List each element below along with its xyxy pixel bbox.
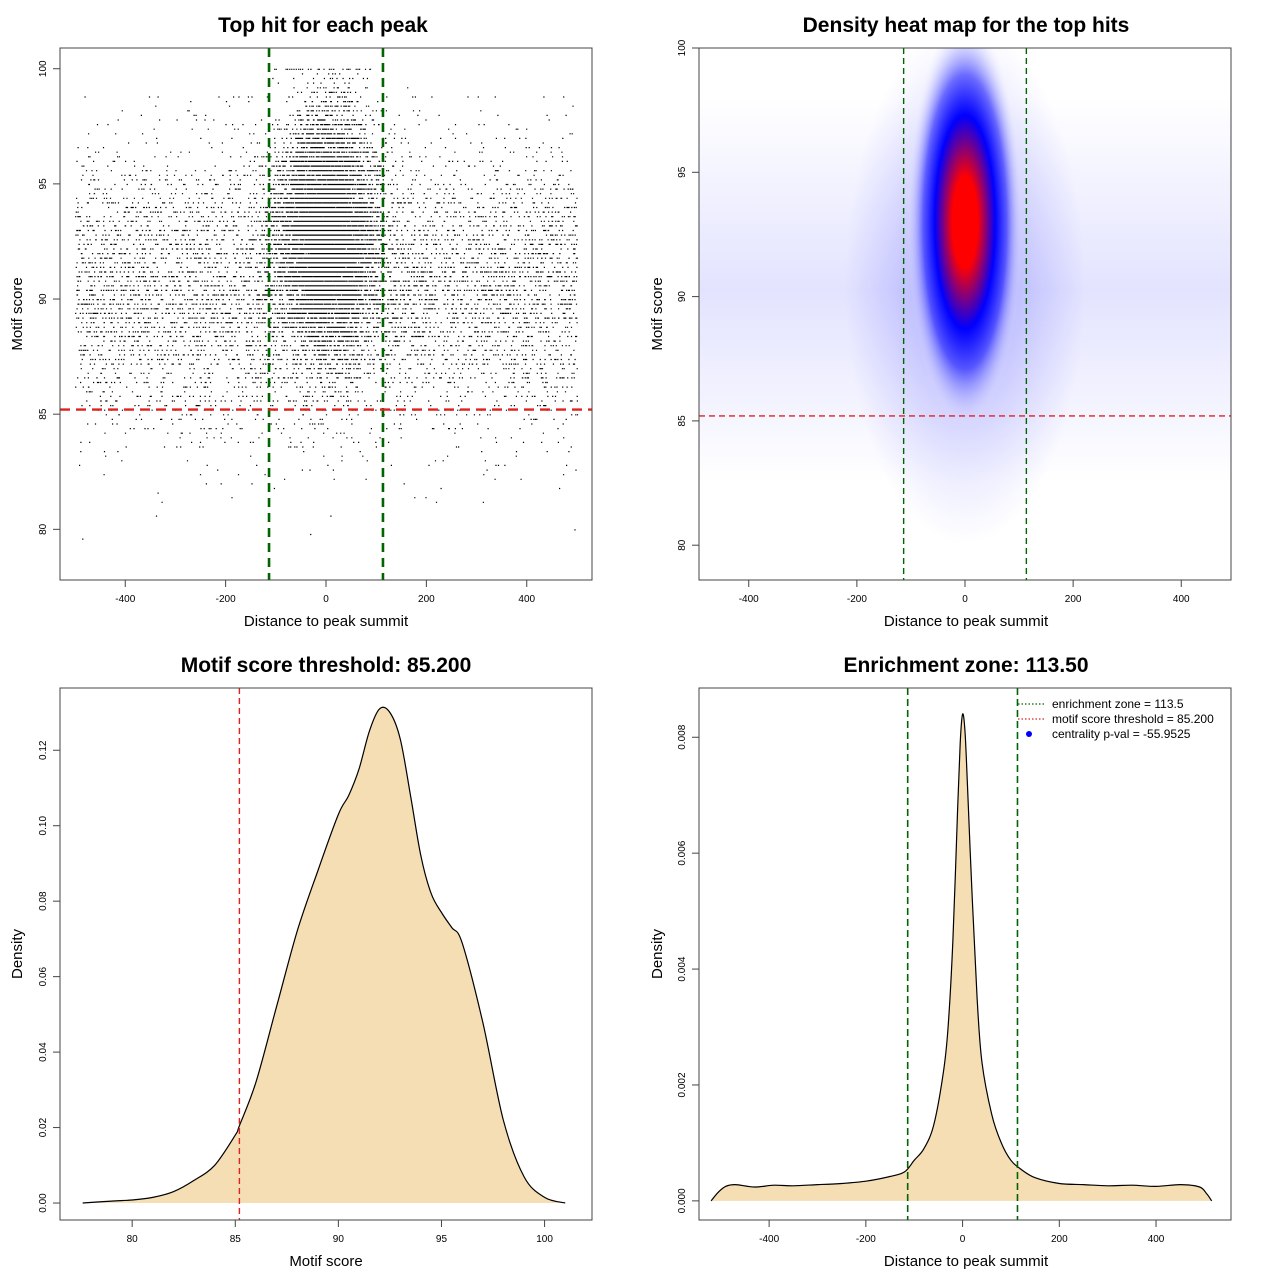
legend-label-threshold: motif score threshold = 85.200 — [1052, 712, 1214, 726]
x-axis-label: Distance to peak summit — [244, 613, 409, 630]
x-tick-label: 200 — [1051, 1234, 1068, 1245]
x-axis-label: Motif score — [289, 1253, 362, 1270]
x-tick-label: -200 — [216, 594, 236, 605]
chart-title: Top hit for each peak — [218, 14, 428, 37]
y-tick-label: 0.04 — [38, 1042, 49, 1062]
x-tick-label: 85 — [230, 1234, 242, 1245]
x-tick-label: 0 — [962, 594, 968, 605]
y-tick-label: 100 — [38, 60, 49, 77]
x-tick-label: 90 — [333, 1234, 345, 1245]
chart-title: Density heat map for the top hits — [803, 14, 1130, 37]
y-tick-label: 0.06 — [38, 966, 49, 986]
y-tick-label: 0.000 — [677, 1188, 688, 1213]
y-tick-label: 95 — [677, 166, 688, 178]
reference-lines — [699, 48, 1231, 580]
legend-label-enrichment: enrichment zone = 113.5 — [1052, 697, 1184, 711]
point-cloud — [75, 68, 579, 540]
y-tick-label: 0.10 — [38, 816, 49, 836]
panel-scatter: Top hit for each peak Distance to peak s… — [9, 14, 593, 630]
panel-heatmap: Density heat map for the top hits Distan… — [649, 14, 1232, 630]
plot-frame — [59, 47, 593, 581]
x-tick-label: -400 — [115, 594, 135, 605]
y-tick-label: 85 — [38, 408, 49, 420]
y-tick-label: 0.006 — [677, 840, 688, 865]
x-axis-label: Distance to peak summit — [884, 613, 1049, 630]
panel-enrichment: Enrichment zone: 113.50 Distance to peak… — [649, 654, 1232, 1270]
chart-title: Enrichment zone: 113.50 — [843, 654, 1088, 677]
x-tick-label: 400 — [518, 594, 535, 605]
x-axis-label: Distance to peak summit — [884, 1253, 1049, 1270]
x-tick-label: -400 — [739, 594, 759, 605]
y-axis-label: Motif score — [9, 277, 26, 350]
x-tick-label: 80 — [127, 1234, 139, 1245]
y-axis-label: Density — [9, 928, 26, 979]
axes: 80 85 90 95 100 0.00 0.02 0.04 0.06 0.08 0.10 0.12 — [38, 740, 553, 1245]
reference-lines — [60, 48, 592, 580]
x-tick-label: -400 — [759, 1234, 779, 1245]
density-curve — [710, 713, 1213, 1202]
y-tick-label: 90 — [677, 291, 688, 303]
plot-frame — [698, 687, 1232, 1221]
y-tick-label: 0.00 — [38, 1193, 49, 1213]
legend-symbol-pval — [1026, 731, 1032, 737]
y-tick-label: 90 — [38, 293, 49, 305]
x-tick-label: 400 — [1148, 1234, 1165, 1245]
legend: enrichment zone = 113.5 motif score thre… — [1018, 697, 1214, 741]
x-tick-label: 200 — [1065, 594, 1082, 605]
y-tick-label: 100 — [677, 39, 688, 56]
y-tick-label: 85 — [677, 415, 688, 427]
y-axis-label: Density — [649, 928, 666, 979]
x-tick-label: 100 — [536, 1234, 553, 1245]
density-area — [82, 707, 566, 1203]
x-tick-label: 200 — [418, 594, 435, 605]
y-tick-label: 0.002 — [677, 1072, 688, 1097]
x-tick-label: 400 — [1173, 594, 1190, 605]
density-area — [711, 713, 1212, 1201]
plot-frame — [698, 47, 1232, 581]
y-tick-label: 80 — [38, 523, 49, 535]
x-tick-label: -200 — [856, 1234, 876, 1245]
y-tick-label: 80 — [677, 539, 688, 551]
x-tick-label: 95 — [436, 1234, 448, 1245]
x-tick-label: 0 — [323, 594, 329, 605]
reference-lines — [906, 688, 1019, 1220]
y-tick-label: 0.02 — [38, 1117, 49, 1137]
y-tick-label: 95 — [38, 178, 49, 190]
density-curve — [82, 706, 566, 1204]
panel-score-density: Motif score threshold: 85.200 Motif scor… — [9, 654, 593, 1270]
y-tick-label: 0.004 — [677, 956, 688, 981]
scatter-points — [75, 68, 579, 540]
density-core — [907, 48, 1023, 427]
y-tick-label: 0.008 — [677, 724, 688, 749]
legend-label-pval: centrality p-val = -55.9525 — [1052, 727, 1191, 741]
x-tick-label: -200 — [847, 594, 867, 605]
y-axis-label: Motif score — [649, 277, 666, 350]
plot-frame — [59, 687, 593, 1221]
y-tick-label: 0.08 — [38, 891, 49, 911]
x-tick-label: 0 — [960, 1234, 966, 1245]
chart-title: Motif score threshold: 85.200 — [181, 654, 472, 677]
y-tick-label: 0.12 — [38, 740, 49, 760]
